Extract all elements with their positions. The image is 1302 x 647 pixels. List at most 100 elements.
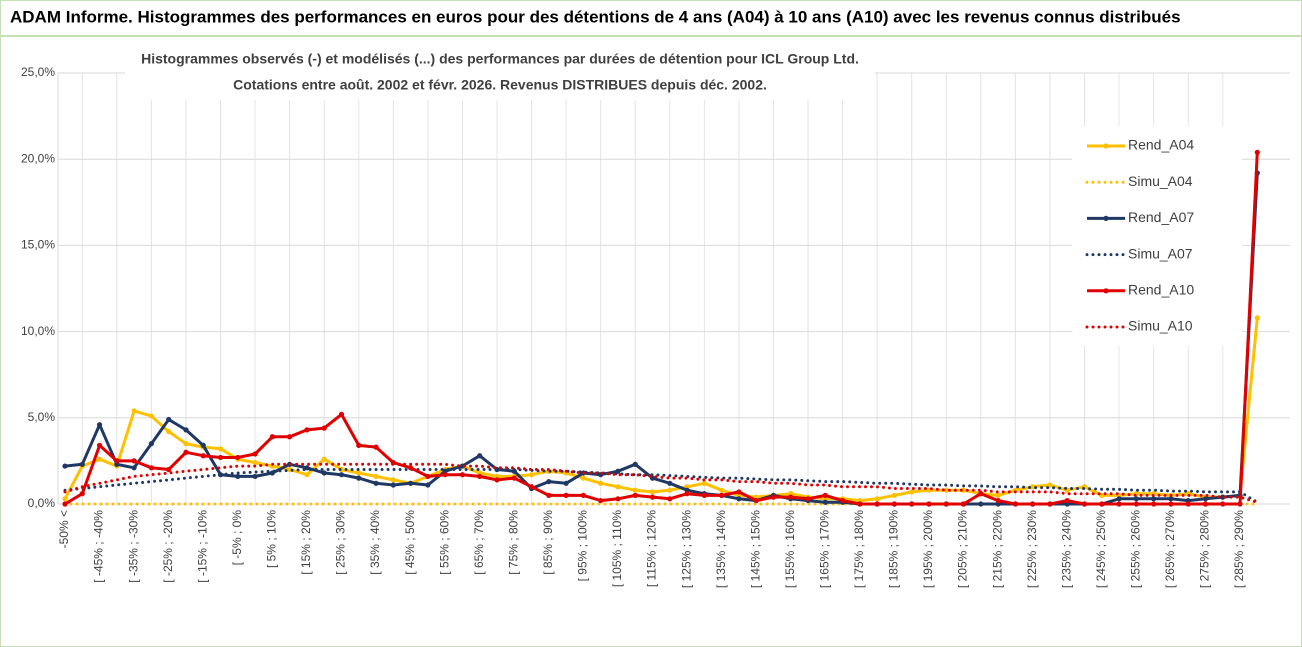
x-tick-label: [ -35% ; -30% [126,510,140,583]
marker [166,466,172,473]
marker [373,444,379,450]
marker [62,496,68,502]
y-tick-label: 0,0% [28,496,56,510]
x-tick-label: [ 85% ; 90% [541,510,555,575]
marker [1168,501,1174,507]
marker [736,489,742,495]
marker [891,492,898,498]
marker [200,442,206,448]
marker [321,456,327,462]
x-tick-label: [ 105% ; 110% [610,510,624,587]
marker [667,487,673,493]
x-tick-label: [ 135% ; 140% [714,510,728,588]
marker [788,494,794,500]
marker [1081,501,1088,507]
marker [338,411,345,417]
marker [891,501,898,507]
marker [79,491,85,497]
x-tick-label: [ 285% ; 290% [1232,510,1246,588]
marker [615,484,621,490]
marker [269,434,275,440]
x-tick-label: -50% < [57,510,71,548]
marker [96,422,103,428]
marker [995,497,1001,504]
marker [615,496,621,502]
legend-box [1072,126,1242,346]
x-tick-label: [ 75% ; 80% [506,510,520,575]
marker [580,475,587,481]
x-tick-label: [ 235% ; 240% [1059,510,1073,588]
marker [166,416,172,423]
legend-marker [1103,288,1109,294]
series-line [63,462,1259,504]
marker [874,496,880,502]
marker [1012,501,1019,507]
marker [166,428,172,435]
marker [1116,496,1122,502]
x-tick-label: [ -45% ; -40% [92,510,106,583]
marker [822,499,828,505]
marker [563,480,569,486]
marker [580,492,587,498]
marker [632,461,638,467]
x-tick-label: [ 265% ; 270% [1163,510,1177,588]
marker [874,501,880,507]
marker [1237,501,1243,507]
marker [1220,501,1226,507]
marker [338,472,345,478]
subtitle: Cotations entre août. 2002 et févr. 2026… [233,77,767,93]
marker [217,446,224,452]
marker [62,501,68,507]
marker [840,497,846,504]
marker [1151,501,1157,507]
marker [148,465,154,471]
marker [805,496,811,502]
marker [425,482,431,488]
marker [304,472,310,478]
marker [667,480,673,486]
marker [701,480,707,486]
marker [1030,484,1036,490]
marker [960,487,967,493]
x-tick-label: [ 95% ; 100% [576,510,590,582]
x-tick-label: [ 35% ; 40% [368,510,382,575]
marker [563,492,569,498]
subtitle: Histogrammes observés (-) et modélisés (… [141,51,859,67]
marker [822,492,828,498]
marker [943,487,949,493]
marker [719,492,725,498]
x-tick-label: [ 155% ; 160% [783,510,797,588]
marker [477,473,483,480]
legend-label: Simu_A04 [1128,173,1193,189]
y-tick-label: 5,0% [28,410,56,424]
marker [1202,501,1209,507]
marker [528,472,535,478]
marker [183,427,189,433]
marker [373,480,379,486]
marker [632,492,638,498]
marker [528,484,535,490]
marker [598,497,604,504]
x-tick-label: [ 175% ; 180% [852,510,866,588]
marker [356,470,362,476]
marker [183,441,189,447]
marker [1254,149,1260,155]
x-tick-label: [ 255% ; 260% [1129,510,1143,588]
marker [321,470,327,476]
y-tick-label: 15,0% [21,238,55,252]
marker [390,482,396,488]
marker [148,413,154,419]
marker [79,461,85,467]
legend-label: Simu_A07 [1128,245,1193,261]
x-tick-label: [ 125% ; 130% [679,510,693,588]
marker [546,492,552,498]
marker [1254,315,1260,321]
x-tick-label: [ 275% ; 280% [1198,510,1212,588]
marker [701,492,707,498]
chart-title: ADAM Informe. Histogrammes des performan… [10,7,1181,26]
x-tick-label: [ 205% ; 210% [956,510,970,588]
marker [649,489,656,495]
marker [408,480,414,486]
marker [442,472,448,478]
x-tick-label: [ -25% ; -20% [161,510,175,583]
